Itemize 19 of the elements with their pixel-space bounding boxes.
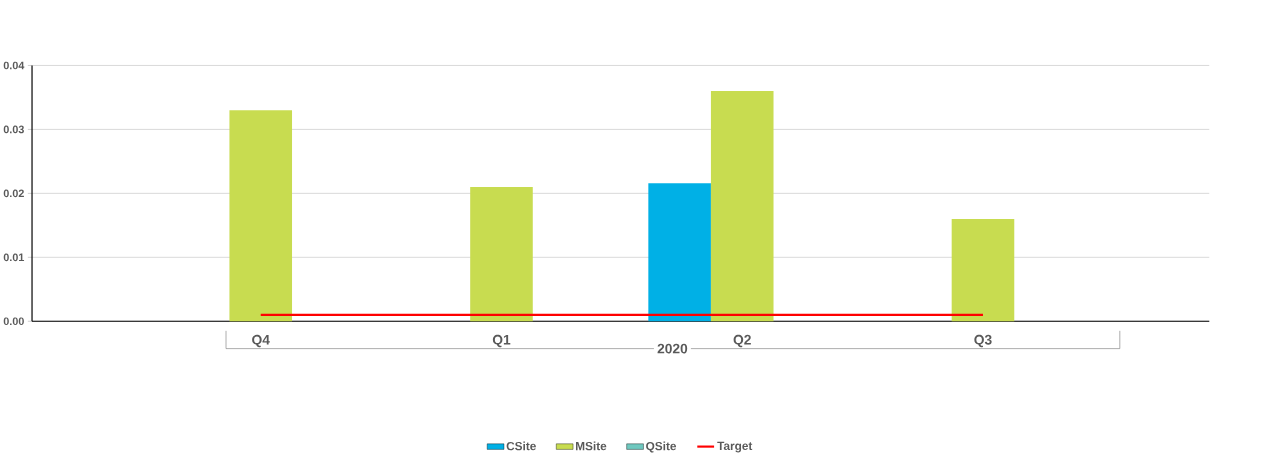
y-tick-label: 0.01 xyxy=(3,253,25,262)
x-tick-label: Q2 xyxy=(733,335,751,348)
legend-label: MSite xyxy=(576,441,607,451)
legend-label: CSite xyxy=(506,441,536,451)
x-tick-label: Q4 xyxy=(252,335,270,348)
y-tick-label: 0.03 xyxy=(3,125,24,134)
bar xyxy=(648,183,711,322)
legend-label: Target xyxy=(717,442,753,453)
bar xyxy=(229,110,293,322)
legend-label: QSite xyxy=(646,441,677,453)
y-tick-label: 0.02 xyxy=(3,189,24,198)
bar xyxy=(710,91,774,322)
x-tick-label: Q3 xyxy=(974,335,992,348)
x-axis-title: 2020 xyxy=(657,343,688,354)
x-tick-label: Q1 xyxy=(492,335,511,348)
bar xyxy=(470,187,533,322)
y-tick-label: 0.00 xyxy=(3,317,24,326)
bar xyxy=(951,219,1015,322)
y-tick-label: 0.04 xyxy=(3,61,25,70)
